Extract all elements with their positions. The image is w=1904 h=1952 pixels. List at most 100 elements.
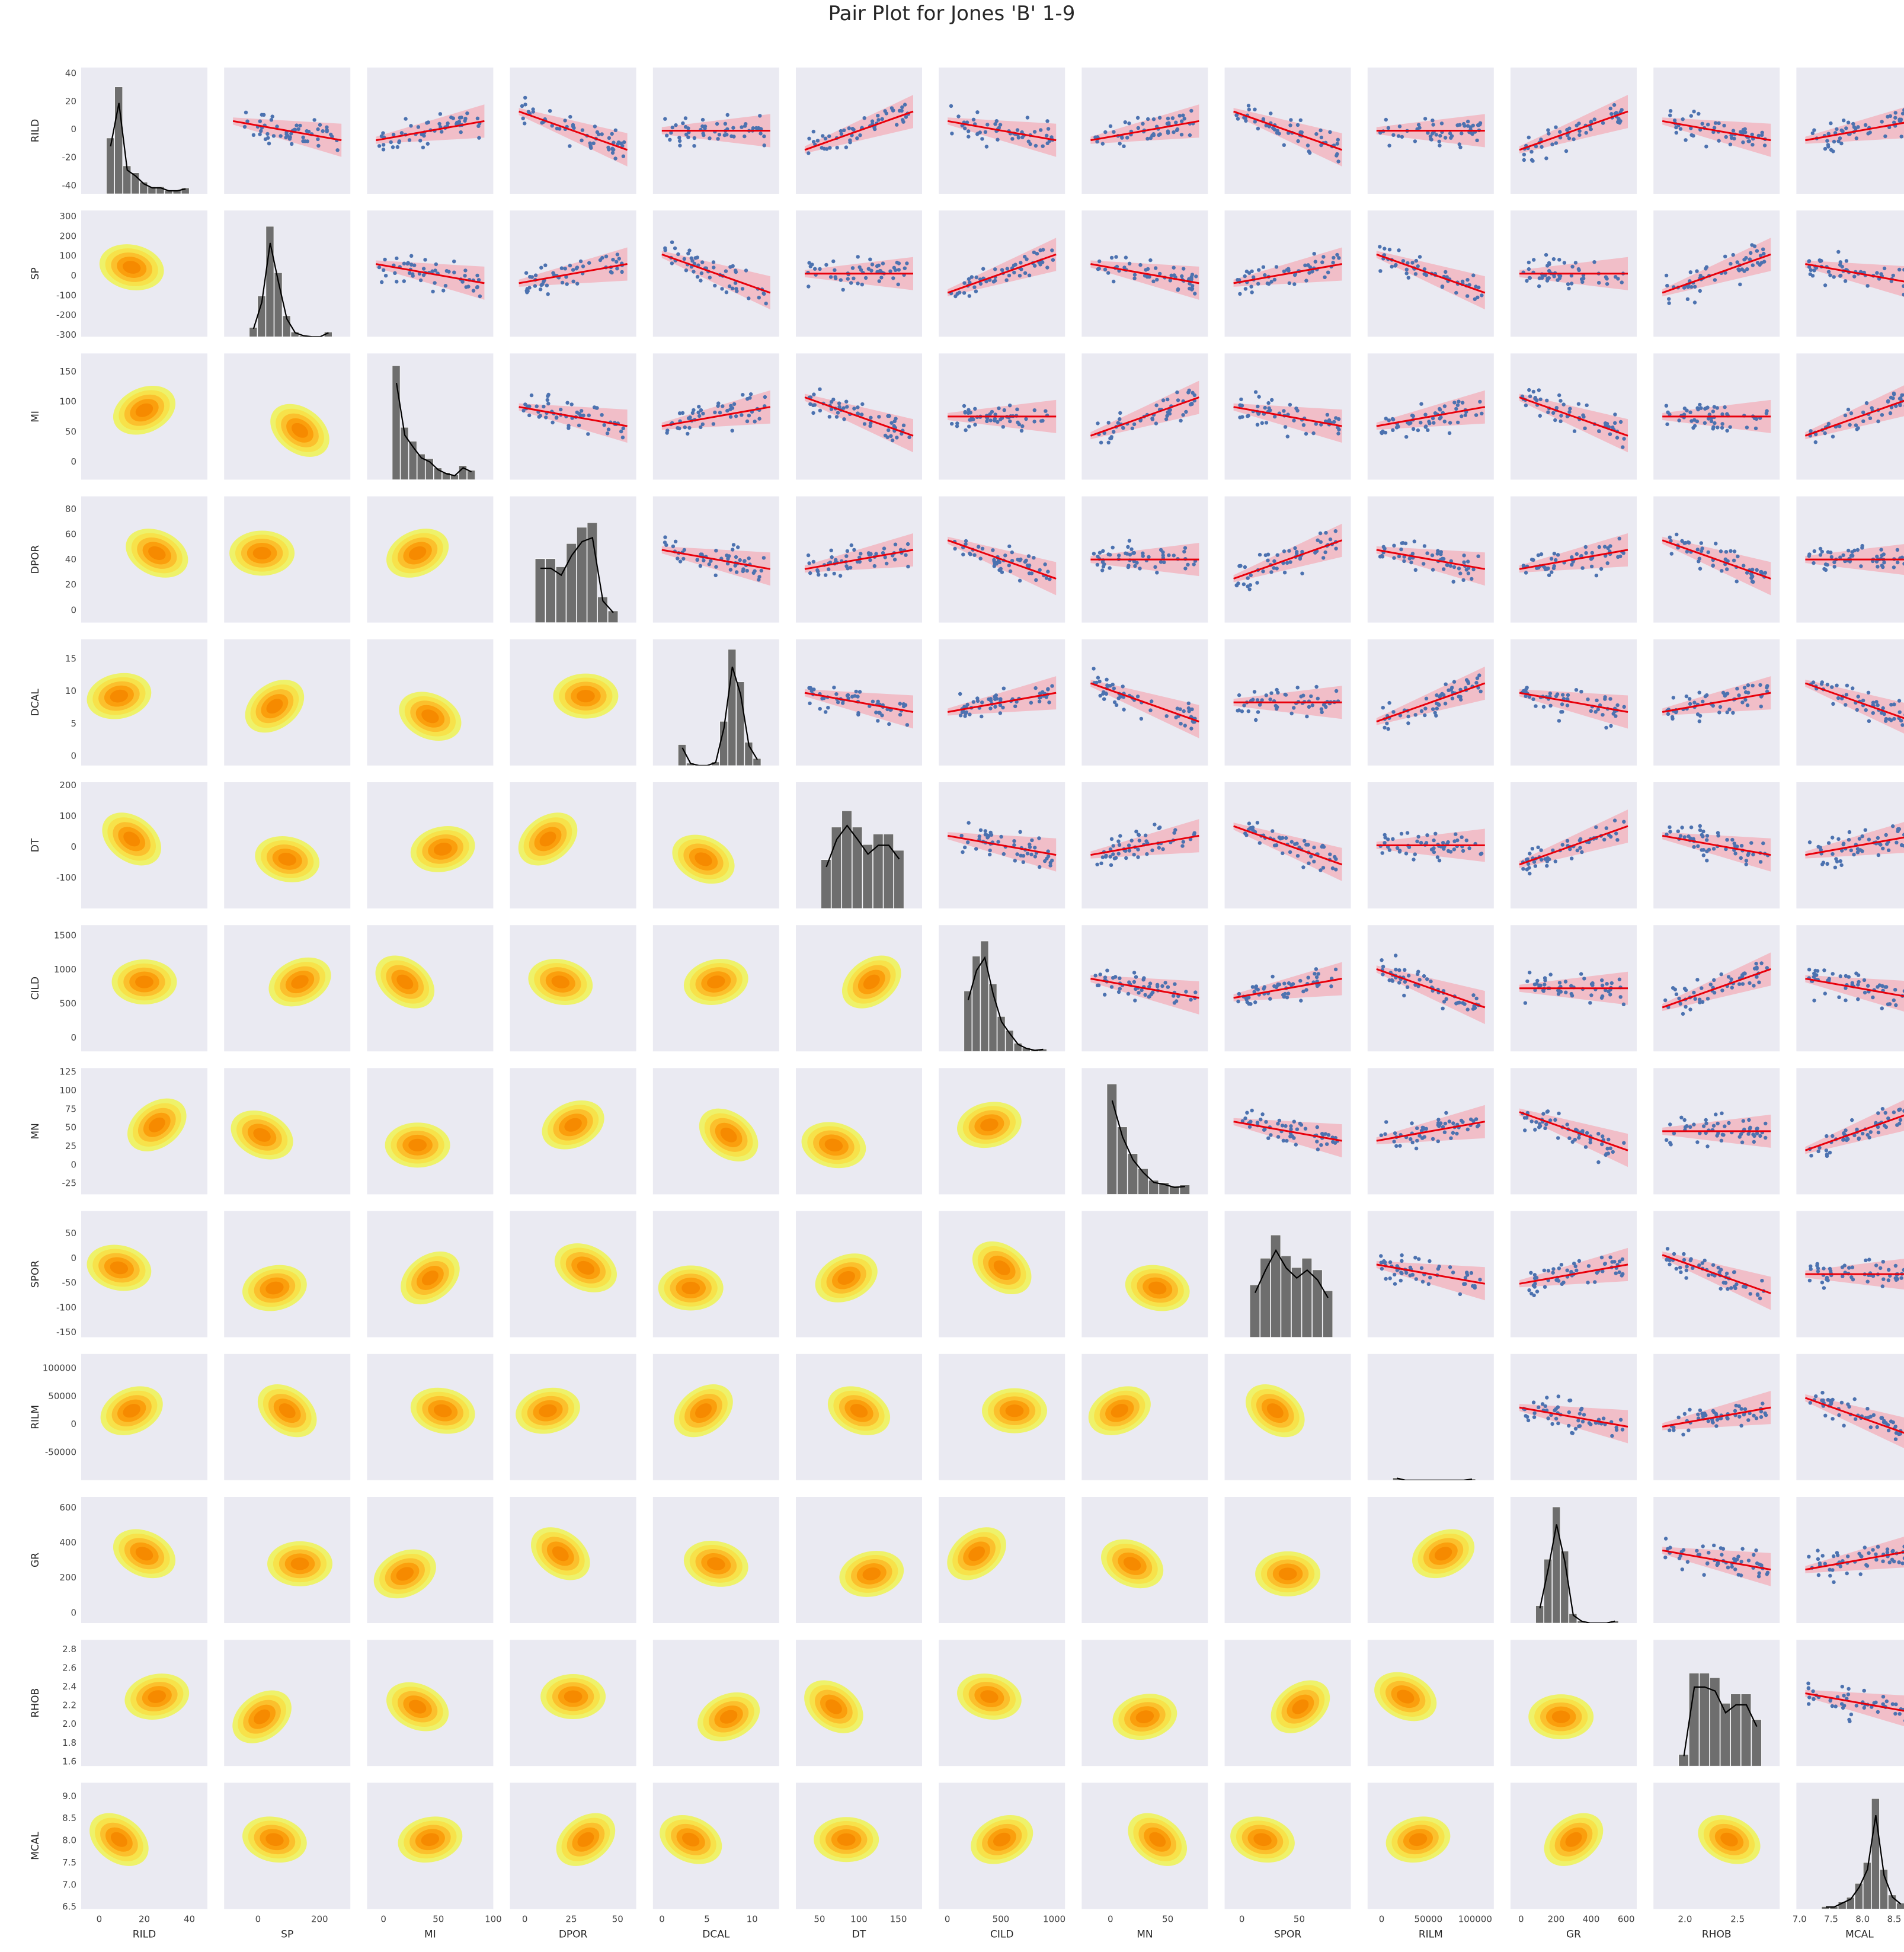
data-point xyxy=(564,275,568,279)
data-point xyxy=(1423,425,1428,429)
histogram-bar xyxy=(852,827,863,908)
data-point xyxy=(258,119,262,123)
data-point xyxy=(1103,130,1108,135)
data-point xyxy=(612,140,616,145)
data-point xyxy=(1393,1282,1397,1286)
data-point xyxy=(857,690,862,694)
data-point xyxy=(621,426,625,430)
data-point xyxy=(835,146,839,150)
regression-line xyxy=(804,549,914,570)
panel-MN-vs-GR xyxy=(1511,1068,1637,1195)
data-point xyxy=(1700,546,1704,551)
data-point xyxy=(889,434,893,438)
data-point xyxy=(1378,130,1383,135)
data-point xyxy=(1444,997,1448,1001)
data-point xyxy=(898,712,903,717)
data-point xyxy=(849,281,853,285)
data-point xyxy=(1875,271,1879,275)
data-point xyxy=(1617,1270,1621,1275)
data-point xyxy=(1314,975,1319,980)
panel-marks xyxy=(672,834,735,884)
kde-curve xyxy=(1397,1477,1473,1480)
data-point xyxy=(676,426,680,430)
data-point xyxy=(611,148,615,152)
data-point xyxy=(1432,850,1436,855)
data-point xyxy=(1705,859,1709,863)
kde-contour xyxy=(291,975,309,989)
data-point xyxy=(1680,825,1684,830)
data-point xyxy=(1740,700,1745,705)
data-point xyxy=(1335,252,1339,257)
data-point xyxy=(1293,546,1297,551)
data-point xyxy=(1473,297,1477,301)
data-point xyxy=(1105,968,1109,972)
data-point xyxy=(1452,839,1457,843)
data-point xyxy=(1380,1266,1384,1271)
data-point xyxy=(1407,556,1412,561)
data-point xyxy=(1021,860,1026,865)
panel-MI-vs-DCAL xyxy=(652,353,779,480)
data-point xyxy=(1452,565,1457,569)
data-point xyxy=(1323,550,1327,555)
panel-SP-vs-RILM xyxy=(1367,210,1494,337)
data-point xyxy=(1097,551,1102,555)
panel-CILD-vs-MI xyxy=(367,925,494,1052)
data-point xyxy=(1146,117,1150,121)
data-point xyxy=(1748,1292,1752,1296)
data-point xyxy=(684,268,689,273)
data-point xyxy=(1190,287,1195,291)
panel-marks xyxy=(111,959,177,1005)
panel-MI-vs-GR xyxy=(1511,353,1637,480)
data-point xyxy=(736,545,740,549)
data-point xyxy=(1288,123,1292,127)
data-point xyxy=(1868,1130,1873,1134)
panel-SP-vs-SPOR xyxy=(1224,210,1351,337)
data-point xyxy=(735,289,739,293)
data-point xyxy=(893,542,898,546)
data-point xyxy=(1886,1278,1890,1282)
data-point xyxy=(681,556,686,561)
panel-marks xyxy=(972,1241,1032,1295)
data-point xyxy=(1570,1140,1575,1144)
data-point xyxy=(402,261,407,265)
data-point xyxy=(967,821,971,825)
data-point xyxy=(1876,419,1880,424)
data-point xyxy=(1467,283,1471,287)
data-point xyxy=(1550,1422,1554,1426)
data-point xyxy=(1466,119,1470,124)
data-point xyxy=(1402,559,1406,564)
data-point xyxy=(1692,700,1697,705)
data-point xyxy=(856,711,860,715)
data-point xyxy=(1431,123,1435,127)
data-point xyxy=(963,411,967,415)
data-point xyxy=(1717,139,1721,143)
data-point xyxy=(1319,135,1324,140)
data-point xyxy=(1440,285,1445,289)
data-point xyxy=(1430,553,1435,558)
data-point xyxy=(1828,273,1832,277)
data-point xyxy=(1381,706,1385,710)
data-point xyxy=(1665,283,1669,288)
data-point xyxy=(975,699,980,703)
data-point xyxy=(478,294,482,299)
data-point xyxy=(950,132,954,136)
data-point xyxy=(1674,130,1678,135)
data-point xyxy=(1685,297,1690,301)
data-point xyxy=(1028,142,1032,146)
panel-marks xyxy=(1376,953,1486,1025)
data-point xyxy=(1316,972,1320,976)
panel-marks xyxy=(964,940,1047,1052)
data-point xyxy=(1387,700,1391,705)
data-point xyxy=(1902,562,1904,566)
data-point xyxy=(860,283,865,287)
data-point xyxy=(1273,703,1278,708)
data-point xyxy=(1416,123,1421,127)
data-point xyxy=(845,549,850,553)
data-point xyxy=(676,252,680,257)
kde-contour xyxy=(837,1271,855,1285)
data-point xyxy=(1712,126,1717,130)
data-point xyxy=(1850,1118,1854,1122)
y-tick-label: 25 xyxy=(65,1141,76,1151)
data-point xyxy=(1684,138,1688,142)
data-point xyxy=(1668,825,1672,830)
